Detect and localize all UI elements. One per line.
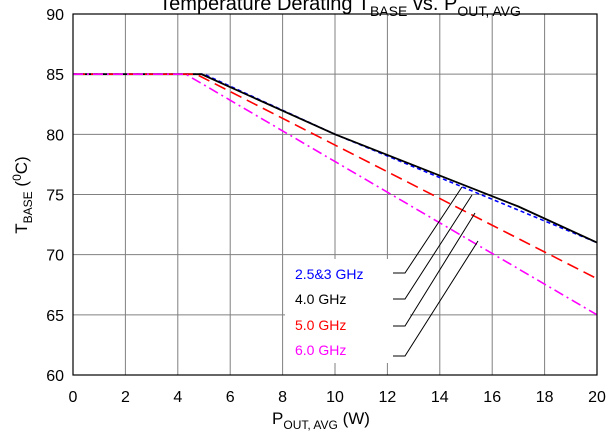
x-tick-label: 4 [173, 389, 182, 406]
legend-leader-series-3 [393, 240, 479, 357]
y-tick-label: 65 [46, 308, 64, 325]
x-tick-label: 10 [326, 389, 344, 406]
x-tick-labels: 0 2 4 6 8 10 12 14 16 18 20 [69, 389, 606, 406]
x-tick-label: 16 [483, 389, 501, 406]
x-tick-label: 6 [226, 389, 235, 406]
legend-box [285, 259, 410, 363]
y-tick-label: 80 [46, 127, 64, 144]
x-tick-label: 2 [121, 389, 130, 406]
x-tick-label: 20 [588, 389, 606, 406]
x-tick-label: 14 [431, 389, 449, 406]
y-tick-label: 85 [46, 67, 64, 84]
legend-leader-series-1 [393, 194, 473, 300]
legend-label-series-3: 6.0 GHz [295, 342, 346, 358]
y-tick-label: 60 [46, 368, 64, 385]
x-tick-label: 8 [278, 389, 287, 406]
legend-leader-series-2 [393, 212, 476, 327]
x-axis-title: POUT, AVG (W) [272, 409, 370, 432]
y-tick-label: 90 [46, 7, 64, 24]
x-tick-label: 12 [379, 389, 397, 406]
y-tick-label: 70 [46, 248, 64, 265]
y-axis-title: TBASE (0C) [10, 156, 35, 233]
series-lines [73, 73, 598, 316]
y-tick-labels: 60 65 70 75 80 85 90 [46, 7, 64, 385]
legend-label-series-2: 5.0 GHz [295, 317, 346, 333]
legend-label-series-1: 4.0 GHz [295, 291, 346, 307]
y-tick-label: 75 [46, 188, 64, 205]
plot-frame [72, 13, 598, 376]
legend-label-series-0: 2.5&3 GHz [295, 266, 363, 282]
legend-leader-series-0 [393, 186, 463, 274]
x-tick-label: 18 [536, 389, 554, 406]
legend: 2.5&3 GHz 4.0 GHz 5.0 GHz 6.0 GHz [285, 186, 479, 363]
x-tick-label: 0 [69, 389, 78, 406]
chart-title: Temperature Derating TBASE vs. POUT, AVG [159, 0, 521, 19]
